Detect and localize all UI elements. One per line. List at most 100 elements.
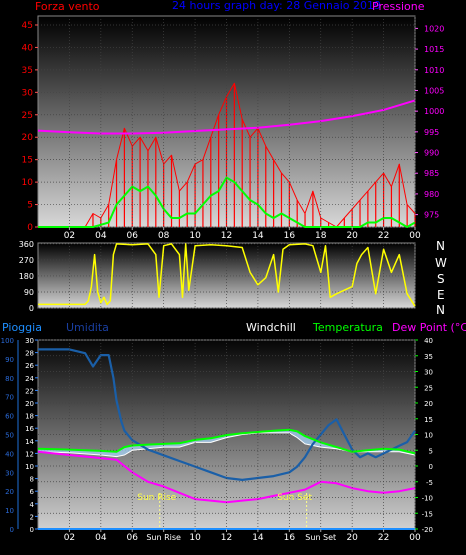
x-tick-label: 02 xyxy=(64,533,75,543)
temp-tick-label: 15 xyxy=(424,416,433,424)
wind-tick-label: 0 xyxy=(27,223,33,233)
x-tick-label: 14 xyxy=(252,231,264,241)
chart-title: 24 hours graph day: 28 Gennaio 2019 xyxy=(172,0,381,12)
pressure-tick-label: 995 xyxy=(424,128,439,137)
wind-direction-panel: 0 90 180 270 360 N W S E N xyxy=(19,239,447,317)
windchill-legend: Windchill xyxy=(246,321,296,334)
x-tick-label: 12 xyxy=(221,533,232,543)
wind-pressure-panel: 0510152025303540459759809859909951000100… xyxy=(22,15,444,241)
wind-average-line xyxy=(38,176,416,228)
x-tick-label: 20 xyxy=(346,533,358,543)
x-tick-label: Sun Set xyxy=(305,533,336,542)
rain-tick-label: 20 xyxy=(25,400,34,408)
direction-label-n-top: N xyxy=(436,239,445,253)
temp-tick-label: 35 xyxy=(424,353,433,361)
rain-tick-label: 16 xyxy=(25,425,34,433)
humidity-line xyxy=(38,348,416,481)
direction-label-e: E xyxy=(437,288,445,302)
rain-tick-label: 26 xyxy=(25,362,34,370)
sun-rise-label: Sun Rise xyxy=(137,493,176,503)
temp-tick-label: -10 xyxy=(422,495,433,503)
dewpoint-legend: Dew Point (°C) xyxy=(392,321,466,334)
pressure-tick-label: 990 xyxy=(424,149,439,158)
wind-tick-label: 35 xyxy=(22,66,33,76)
direction-label-s: S xyxy=(437,272,445,286)
wind-tick-label: 30 xyxy=(22,88,34,98)
rain-tick-label: 6 xyxy=(30,488,35,496)
x-tick-label: 06 xyxy=(127,533,139,543)
humidity-tick-label: 20 xyxy=(5,488,14,496)
temp-tick-label: 0 xyxy=(429,463,433,471)
x-tick-label: 04 xyxy=(95,231,107,241)
rain-tick-label: 18 xyxy=(25,413,34,421)
sun-set-label: Sun Set xyxy=(277,493,312,503)
temp-tick-label: 5 xyxy=(429,447,433,455)
wind-tick-label: 45 xyxy=(22,21,33,31)
humidity-tick-label: 90 xyxy=(5,356,14,364)
rain-tick-label: 30 xyxy=(25,337,34,345)
rain-axis-title: Pioggia xyxy=(2,321,42,334)
direction-tick-label: 270 xyxy=(19,256,34,265)
humidity-tick-label: 40 xyxy=(5,450,14,458)
x-tick-label: 22 xyxy=(378,231,389,241)
x-tick-label: 20 xyxy=(346,231,358,241)
wind-tick-label: 10 xyxy=(22,178,34,188)
rain-tick-label: 14 xyxy=(25,438,34,446)
humidity-tick-label: 60 xyxy=(5,413,14,421)
wind-axis-title: Forza vento xyxy=(35,0,100,13)
direction-tick-label: 90 xyxy=(24,288,34,297)
rain-tick-label: 24 xyxy=(25,375,34,383)
direction-tick-label: 0 xyxy=(29,304,34,313)
x-tick-label: 16 xyxy=(284,533,296,543)
direction-tick-label: 180 xyxy=(19,272,34,281)
pressure-tick-label: 1005 xyxy=(424,86,444,95)
x-tick-label: 10 xyxy=(189,231,201,241)
x-tick-label: 02 xyxy=(64,231,75,241)
humidity-tick-label: 0 xyxy=(10,526,14,534)
direction-label-n-bottom: N xyxy=(436,303,445,317)
x-tick-label: 14 xyxy=(252,533,264,543)
x-tick-label: 00 xyxy=(409,231,421,241)
pressure-tick-label: 985 xyxy=(424,169,439,178)
wind-tick-label: 20 xyxy=(22,133,34,143)
direction-label-w: W xyxy=(435,256,447,270)
pressure-tick-label: 1010 xyxy=(424,66,444,75)
x-tick-label: 16 xyxy=(284,231,296,241)
wind-speed-line xyxy=(38,82,416,228)
x-tick-label: 10 xyxy=(189,533,201,543)
rain-tick-label: 22 xyxy=(25,387,34,395)
rain-tick-label: 10 xyxy=(25,463,34,471)
temperature-humidity-panel: 0102030405060708090100024681012141618202… xyxy=(1,337,433,543)
pressure-axis-title: Pressione xyxy=(372,0,425,13)
dewpoint-line xyxy=(37,450,416,504)
temp-tick-label: 20 xyxy=(424,400,433,408)
pressure-tick-label: 1015 xyxy=(424,45,444,54)
wind-tick-label: 15 xyxy=(22,156,33,166)
humidity-tick-label: 10 xyxy=(5,507,14,515)
temp-tick-label: -20 xyxy=(422,526,433,534)
wind-tick-label: 40 xyxy=(22,43,34,53)
temp-tick-label: -5 xyxy=(426,479,433,487)
temp-tick-label: -15 xyxy=(422,510,433,518)
pressure-tick-label: 975 xyxy=(424,211,439,220)
rain-tick-label: 12 xyxy=(25,450,34,458)
humidity-tick-label: 70 xyxy=(5,394,14,402)
wind-tick-label: 25 xyxy=(22,111,33,121)
rain-tick-label: 2 xyxy=(30,513,34,521)
humidity-tick-label: 80 xyxy=(5,375,14,383)
humidity-tick-label: 50 xyxy=(5,432,14,440)
rain-tick-label: 8 xyxy=(30,476,34,484)
direction-tick-label: 360 xyxy=(19,240,34,249)
x-tick-label: 22 xyxy=(378,533,389,543)
x-tick-label: Sun Rise xyxy=(146,533,181,542)
temp-tick-label: 25 xyxy=(424,384,433,392)
x-tick-label: 06 xyxy=(127,231,139,241)
x-tick-label: 18 xyxy=(315,231,327,241)
wind-tick-label: 5 xyxy=(27,201,33,211)
temp-tick-label: 40 xyxy=(424,337,433,345)
pressure-tick-label: 1000 xyxy=(424,107,444,116)
temp-tick-label: 30 xyxy=(424,369,433,377)
temp-tick-label: 10 xyxy=(424,432,433,440)
x-tick-label: 08 xyxy=(158,231,170,241)
